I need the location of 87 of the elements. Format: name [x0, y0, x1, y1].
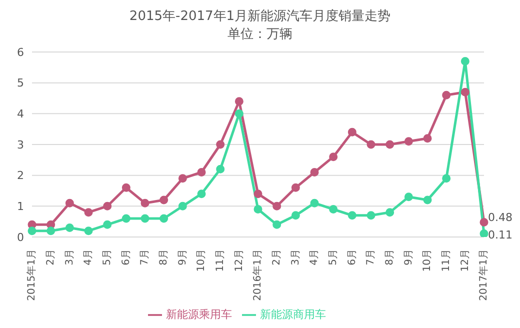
point — [178, 174, 187, 183]
data-label: 0.48 — [488, 211, 512, 224]
point — [386, 208, 394, 217]
point — [423, 196, 432, 204]
point — [480, 218, 488, 226]
x-tick-label: 2月 — [272, 249, 283, 266]
point — [84, 226, 93, 236]
point — [216, 140, 225, 149]
point — [84, 208, 93, 217]
point — [197, 168, 206, 176]
x-tick-label: 5月 — [102, 249, 114, 266]
point — [46, 220, 56, 229]
legend-label: 新能源商用车 — [260, 308, 326, 321]
point — [254, 205, 262, 214]
point — [234, 109, 244, 118]
point — [122, 183, 130, 192]
x-tick-label: 4月 — [309, 249, 320, 266]
point — [160, 196, 168, 204]
y-tick-label: 1 — [17, 200, 24, 214]
x-tick-label: 7月 — [366, 249, 377, 266]
data-label: 0.11 — [488, 228, 512, 242]
point — [348, 128, 356, 136]
point — [272, 220, 282, 229]
point — [254, 190, 262, 198]
point — [140, 198, 150, 208]
point — [404, 137, 413, 146]
point — [160, 214, 168, 223]
x-tick-label: 2016年1月 — [252, 249, 264, 301]
legend-label: 新能源乘用车 — [166, 308, 232, 321]
point — [460, 88, 470, 96]
x-tick-label: 8月 — [384, 249, 396, 266]
y-tick-label: 5 — [17, 76, 24, 90]
point — [103, 202, 112, 210]
x-tick-label: 6月 — [346, 249, 358, 266]
chart-title: 2015年-2017年1月新能源汽车月度销量走势 — [128, 8, 392, 26]
x-tick-label: 11月 — [215, 249, 226, 272]
y-tick-label: 2 — [17, 169, 24, 182]
point — [480, 229, 488, 237]
x-tick-label: 8月 — [158, 249, 170, 266]
point — [423, 134, 432, 143]
point — [348, 211, 356, 220]
point — [234, 97, 244, 106]
point — [404, 192, 413, 202]
point — [291, 211, 300, 220]
point — [291, 183, 300, 192]
y-tick-label: 3 — [17, 138, 24, 152]
x-tick-label: 10月 — [196, 249, 208, 272]
point — [366, 140, 376, 149]
x-tick-label: 2017年1月 — [478, 249, 490, 301]
x-tick-label: 5月 — [328, 249, 340, 266]
point — [460, 57, 470, 66]
point — [329, 152, 338, 162]
x-tick-label: 10月 — [422, 249, 434, 272]
chart-subtitle: 单位：万辆 — [226, 26, 294, 44]
x-tick-label: 3月 — [290, 249, 302, 266]
point — [329, 205, 338, 214]
x-tick-label: 9月 — [403, 249, 414, 266]
x-tick-label: 12月 — [234, 249, 245, 272]
y-tick-label: 0 — [17, 230, 24, 244]
point — [366, 211, 376, 220]
point — [386, 140, 394, 149]
point — [65, 198, 74, 208]
x-tick-label: 6月 — [120, 249, 132, 266]
x-tick-label: 2015年1月 — [26, 249, 38, 301]
y-tick-label: 4 — [17, 108, 24, 121]
point — [310, 198, 319, 208]
point — [140, 214, 150, 223]
point — [197, 190, 206, 198]
x-tick-label: 11月 — [441, 249, 452, 272]
point — [442, 174, 451, 183]
x-tick-label: 12月 — [460, 249, 471, 272]
point — [103, 220, 112, 229]
point — [272, 202, 282, 210]
x-tick-label: 3月 — [64, 249, 76, 266]
x-tick-label: 4月 — [83, 249, 94, 266]
x-tick-label: 9月 — [177, 249, 188, 266]
x-tick-label: 2月 — [46, 249, 57, 266]
x-tick-label: 7月 — [140, 249, 151, 266]
point — [178, 202, 187, 210]
point — [442, 90, 451, 100]
point — [122, 214, 130, 223]
y-tick-label: 6 — [17, 46, 24, 59]
point — [216, 164, 225, 174]
point — [46, 226, 56, 236]
point — [28, 226, 36, 236]
point — [65, 224, 74, 232]
point — [310, 168, 319, 176]
